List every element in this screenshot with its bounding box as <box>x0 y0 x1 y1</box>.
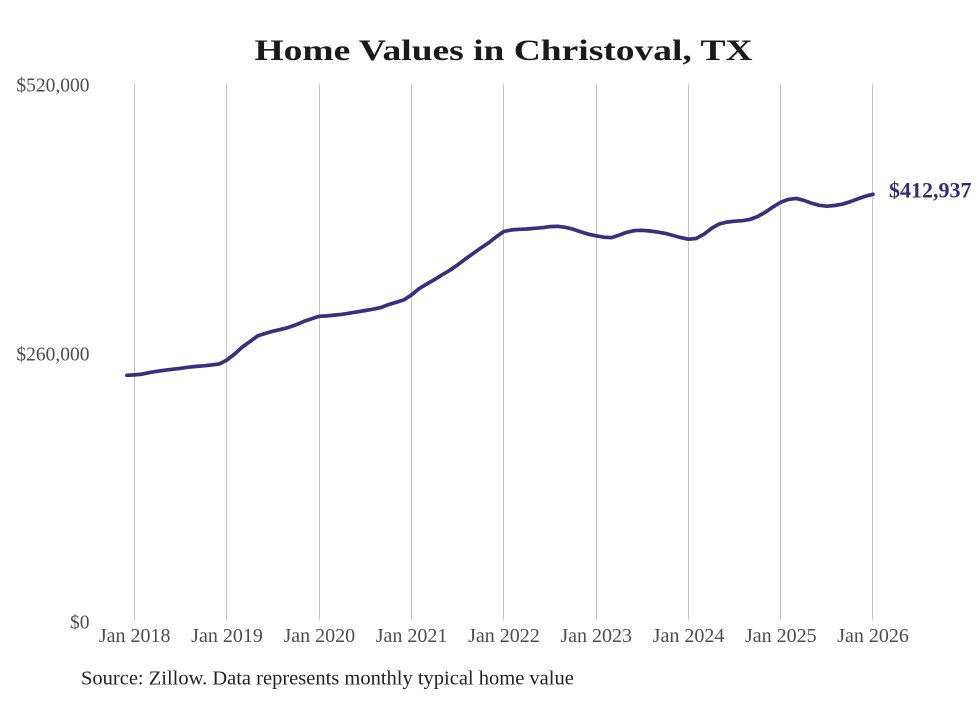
svg-text:$520,000: $520,000 <box>16 76 89 97</box>
svg-text:Home Values in Christoval, TX: Home Values in Christoval, TX <box>254 34 753 67</box>
svg-text:Jan 2019: Jan 2019 <box>191 625 263 647</box>
svg-text:Jan 2024: Jan 2024 <box>653 625 725 647</box>
svg-text:Jan 2026: Jan 2026 <box>837 625 909 647</box>
svg-text:Jan 2022: Jan 2022 <box>468 625 540 647</box>
svg-text:Jan 2025: Jan 2025 <box>745 625 817 647</box>
svg-text:$0: $0 <box>70 613 90 634</box>
svg-text:Jan 2023: Jan 2023 <box>560 625 632 647</box>
svg-text:$260,000: $260,000 <box>16 345 89 366</box>
svg-text:Jan 2018: Jan 2018 <box>99 625 171 647</box>
svg-text:Jan 2021: Jan 2021 <box>376 625 448 647</box>
svg-text:Source: Zillow. Data represent: Source: Zillow. Data represents monthly … <box>81 668 574 690</box>
svg-text:$412,937: $412,937 <box>889 178 972 203</box>
svg-text:Jan 2020: Jan 2020 <box>283 625 355 647</box>
